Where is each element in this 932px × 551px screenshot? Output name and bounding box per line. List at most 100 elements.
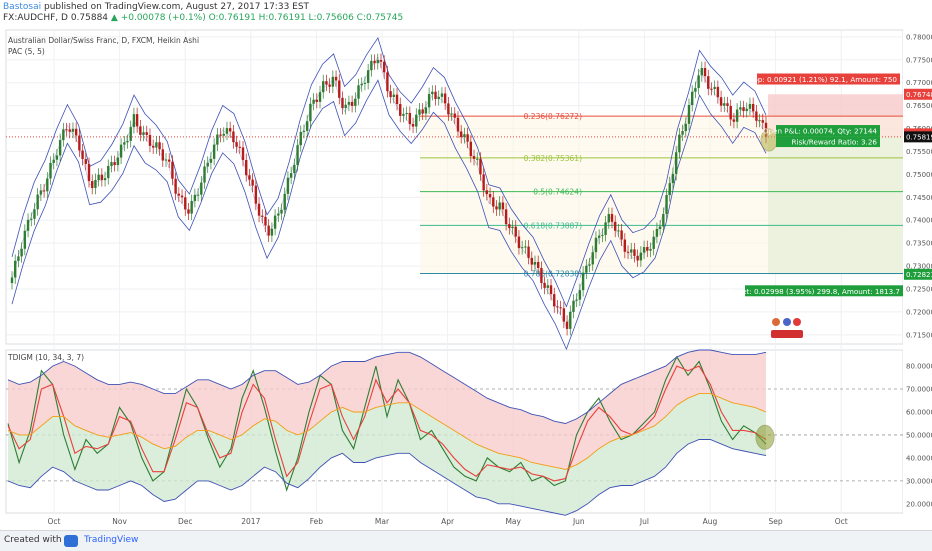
candle-body <box>10 277 14 283</box>
candle-body <box>533 262 537 265</box>
author-link[interactable]: Bastosai <box>3 2 42 12</box>
fib-level-label: 0.382(0.75361) <box>524 154 582 163</box>
candle-body <box>601 234 604 236</box>
candle-body <box>30 218 33 220</box>
fib-level-label: 0.236(0.76272) <box>524 112 582 121</box>
candle-body <box>119 144 123 158</box>
candle-body <box>703 68 707 77</box>
candle-body <box>81 150 84 160</box>
candle-body <box>68 129 71 132</box>
candle-body <box>238 146 242 148</box>
created-with-text: Created with <box>4 535 62 545</box>
candle-body <box>610 214 614 222</box>
candle-body <box>431 91 434 95</box>
candle-body <box>607 214 610 223</box>
osc-y-tick-label: 40.0000 <box>906 454 932 462</box>
symbol-quote-line: FX:AUDCHF, D 0.75884 ▲ +0.00078 (+0.1%) … <box>3 13 403 24</box>
candle-body <box>536 262 540 268</box>
osc-lower-fill <box>8 393 766 516</box>
candle-body <box>46 178 49 192</box>
candle-body <box>501 202 505 210</box>
candle-body <box>235 142 238 147</box>
candle-body <box>472 156 476 159</box>
x-tick-label: Oct <box>48 517 61 526</box>
candle-body <box>546 285 550 288</box>
tradingview-link[interactable]: TradingView <box>84 535 139 545</box>
candle-body <box>261 215 264 217</box>
candle-body <box>614 221 617 231</box>
candle-body <box>585 265 588 273</box>
candle-body <box>357 85 360 99</box>
footer-bar: Created with TradingView <box>0 530 932 551</box>
candle-body <box>687 105 691 124</box>
candle-body <box>296 145 299 165</box>
indicator-logo-icon <box>771 330 803 338</box>
candle-body <box>495 206 498 210</box>
x-tick-label: May <box>505 517 521 526</box>
osc-y-tick-label: 60.0000 <box>906 408 932 416</box>
candle-body <box>161 149 164 161</box>
candle-body <box>751 103 755 112</box>
candle-body <box>697 75 700 89</box>
candle-body <box>713 86 716 90</box>
candle-body <box>716 86 720 98</box>
price-badge-bg <box>904 131 932 143</box>
candle-body <box>739 107 742 110</box>
candle-body <box>556 306 559 308</box>
price-badge-bg <box>904 88 932 100</box>
candle-body <box>540 267 543 283</box>
candle-body <box>248 175 251 180</box>
osc-highlight-circle <box>755 424 775 450</box>
candle-body <box>707 76 710 89</box>
candle-body <box>530 257 533 265</box>
candle-body <box>745 108 748 112</box>
symbol-label[interactable]: FX:AUDCHF, D <box>3 13 68 23</box>
candle-body <box>254 185 258 204</box>
osc-mid-line <box>7 393 767 470</box>
stop-label-bg <box>757 73 900 85</box>
candle-body <box>251 179 254 186</box>
candle-body <box>286 177 290 194</box>
candle-body <box>370 60 373 71</box>
x-tick-label: Nov <box>112 517 127 526</box>
candle-body <box>26 219 30 231</box>
pnl-label: Open P&L: 0.00074, Qty: 27144 <box>763 127 878 136</box>
candle-body <box>514 226 517 237</box>
candle-body <box>408 112 412 125</box>
main-pane-title: Australian Dollar/Swiss Franc, D, FXCM, … <box>8 36 200 45</box>
osc-upper-band <box>7 349 767 424</box>
pac-study-label[interactable]: PAC (5, 5) <box>8 47 45 56</box>
publish-text: published on TradingView.com, August 27,… <box>44 2 310 12</box>
candle-body <box>232 131 235 143</box>
ratio-label-bg <box>776 136 880 148</box>
fib-level-label: 0.786(0.72838) <box>524 269 582 278</box>
candle-body <box>331 76 335 87</box>
candle-body <box>735 109 739 122</box>
candle-body <box>678 134 681 153</box>
candle-body <box>665 195 668 214</box>
candle-body <box>280 209 283 214</box>
candle-body <box>315 99 319 102</box>
candle-body <box>691 91 694 106</box>
candle-body <box>732 119 736 122</box>
x-tick-label: Dec <box>178 517 193 526</box>
candle-body <box>174 178 177 194</box>
tdigm-study-label[interactable]: TDIGM (10, 34, 3, 7) <box>8 353 85 362</box>
osc-y-tick-label: 80.0000 <box>906 363 932 371</box>
candle-body <box>588 264 591 266</box>
x-tick-label: Sep <box>769 517 783 526</box>
candle-body <box>719 97 723 106</box>
last-price: 0.75884 <box>70 13 109 23</box>
candle-body <box>681 131 684 135</box>
candle-body <box>726 103 729 107</box>
candle-body <box>524 246 527 248</box>
osc-y-tick-label: 30.0000 <box>906 477 932 485</box>
candle-body <box>427 94 431 108</box>
